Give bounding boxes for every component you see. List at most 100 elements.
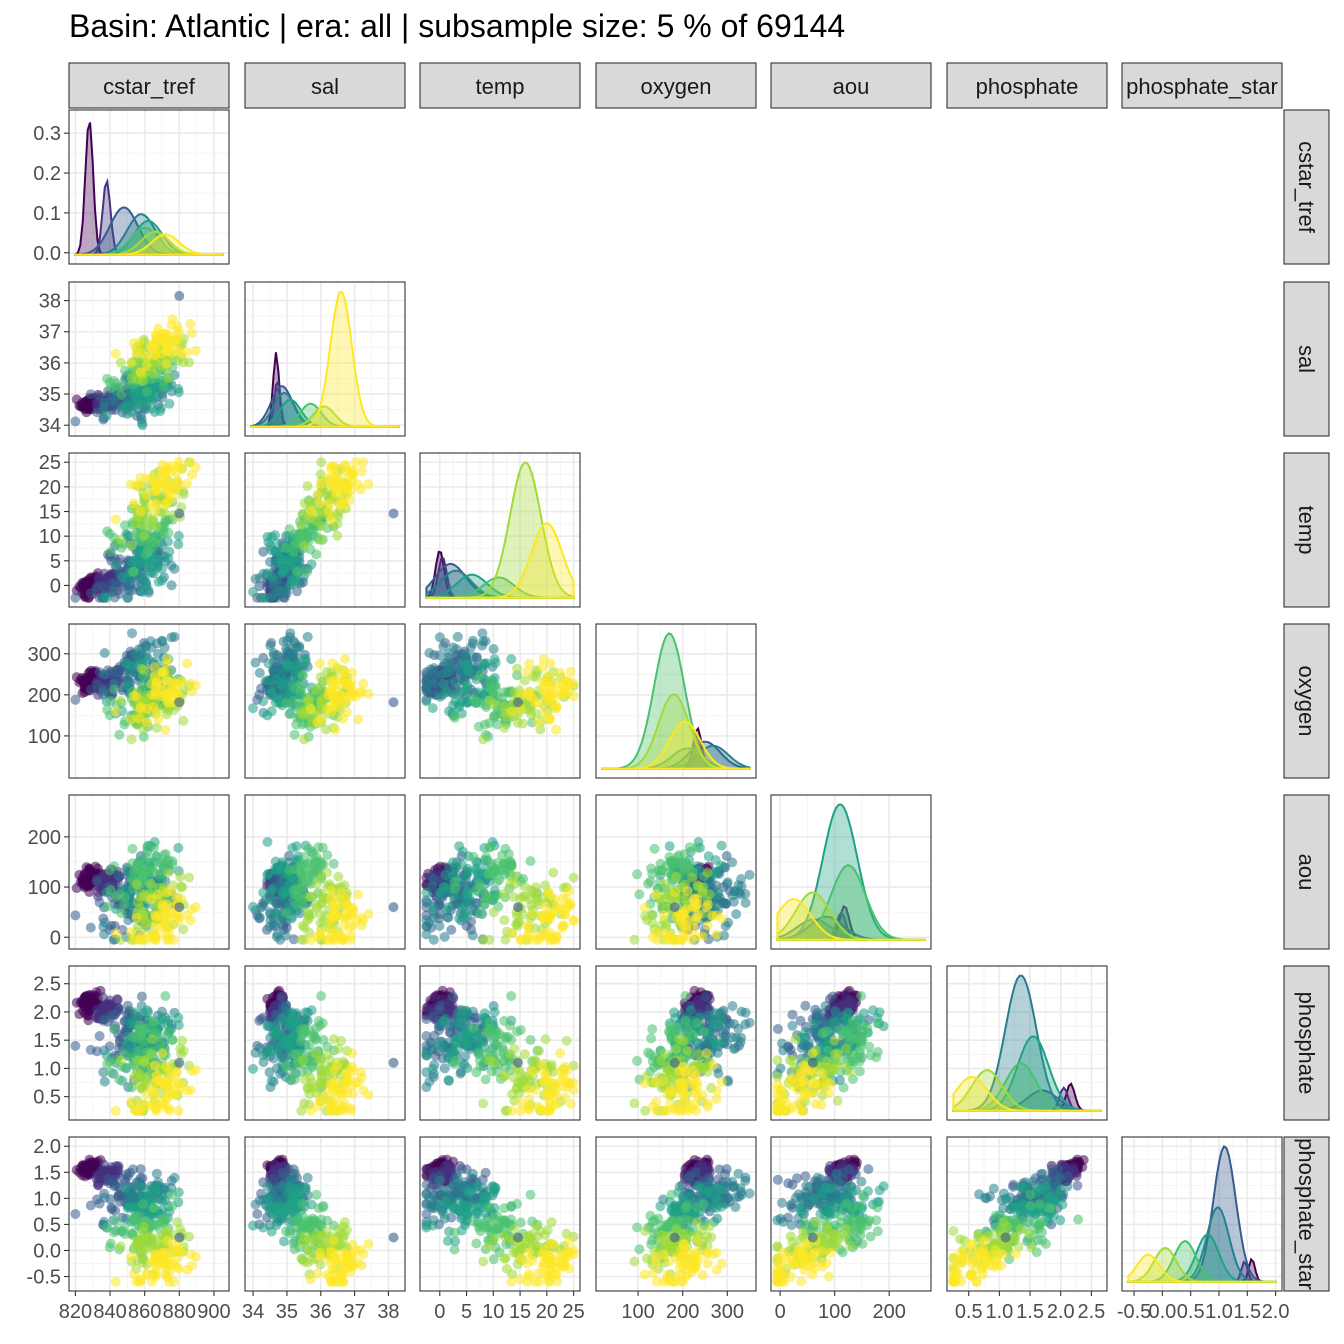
scatter-point <box>248 586 258 597</box>
scatter-point <box>295 688 306 698</box>
strip-right-label-phosphate: phosphate <box>1294 992 1319 1095</box>
scatter-point <box>687 872 698 883</box>
scatter-point <box>551 724 562 735</box>
scatter-point <box>110 706 121 717</box>
scatter-point <box>434 650 445 661</box>
scatter-point <box>460 900 471 911</box>
scatter-point <box>731 909 742 920</box>
scatter-point <box>671 871 682 882</box>
scatter-point <box>119 380 130 391</box>
scatter-point <box>488 644 499 654</box>
scatter-point <box>262 837 273 847</box>
scatter-point <box>506 706 517 717</box>
scatter-point <box>342 707 352 718</box>
scatter-point <box>138 395 149 406</box>
scatter-point <box>651 889 661 900</box>
scatter-point <box>85 684 96 695</box>
scatter-point <box>157 392 168 403</box>
strip-top-oxygen <box>595 62 757 109</box>
scatter-point <box>142 842 153 853</box>
scatter-point <box>284 708 295 719</box>
scatter-point <box>190 345 201 356</box>
scatter-point <box>645 876 656 887</box>
scatter-point <box>522 666 533 677</box>
scatter-point <box>639 902 650 913</box>
scatter-point <box>478 636 489 647</box>
scatter-point <box>297 670 308 681</box>
scatter-point <box>288 934 299 945</box>
scatter-point <box>281 542 291 553</box>
scatter-point <box>711 929 722 940</box>
scatter-point <box>564 886 574 896</box>
scatter-point <box>112 994 123 1005</box>
scatter-point <box>85 922 96 933</box>
scatter-point <box>141 917 152 928</box>
scatter-point <box>110 928 121 939</box>
scatter-point <box>363 479 374 490</box>
scatter-point <box>299 498 310 509</box>
strip-top-label-aou: aou <box>833 74 870 99</box>
scatter-point <box>126 540 137 551</box>
scatter-point <box>79 577 89 588</box>
scatter-point <box>450 676 461 687</box>
scatter-point <box>288 696 299 707</box>
scatter-point <box>292 883 303 894</box>
scatter-point <box>159 920 170 931</box>
scatter-point <box>116 389 127 400</box>
scatter-point <box>333 871 344 882</box>
scatter-point <box>98 1067 109 1078</box>
scatter-point <box>543 912 554 923</box>
scatter-point <box>164 398 175 409</box>
panel-border <box>68 109 230 265</box>
scatter-point <box>277 568 288 579</box>
scatter-point <box>162 653 173 664</box>
scatter-point <box>512 663 522 674</box>
scatter-point <box>110 514 121 525</box>
scatter-point <box>525 856 536 867</box>
scatter-point <box>122 1000 133 1011</box>
panel-border <box>419 452 581 608</box>
scatter-point <box>442 686 453 697</box>
scatter-point <box>681 922 691 933</box>
scatter-point <box>322 703 333 714</box>
scatter-point <box>550 702 561 713</box>
scatter-point <box>337 690 348 701</box>
scatter-point <box>697 931 708 942</box>
scatter-point <box>102 901 113 912</box>
scatter-point <box>182 658 192 669</box>
scatter-point <box>70 1040 81 1051</box>
scatter-point <box>538 653 549 664</box>
scatter-point <box>117 571 128 582</box>
scatter-point <box>500 934 511 945</box>
panel-sal-vs-cstar_tref <box>68 281 230 437</box>
scatter-point <box>664 841 675 852</box>
scatter-point <box>266 886 277 897</box>
scatter-point <box>312 717 323 728</box>
panel-oxygen-vs-temp <box>419 623 581 779</box>
panel-aou-vs-aou <box>770 794 932 950</box>
scatter-point <box>353 889 363 900</box>
scatter-point <box>440 870 451 881</box>
scatter-point <box>272 538 283 549</box>
scatter-point <box>490 657 501 668</box>
scatter-point <box>167 859 178 870</box>
scatter-point <box>481 658 492 669</box>
strip-right-label-aou: aou <box>1294 854 1319 891</box>
scatter-point <box>126 357 136 368</box>
scatter-point <box>178 715 189 726</box>
scatter-point <box>79 399 89 410</box>
panel-temp-vs-sal <box>244 452 406 608</box>
scatter-point <box>341 482 352 493</box>
scatter-point <box>488 907 499 918</box>
scatter-point <box>327 480 338 491</box>
scatter-point <box>162 484 173 495</box>
scatter-point <box>190 680 201 691</box>
scatter-point <box>302 566 313 577</box>
scatter-point <box>128 934 139 945</box>
scatter-point <box>269 650 279 661</box>
scatter-point <box>108 585 119 596</box>
scatter-point <box>149 662 160 673</box>
scatter-point <box>151 334 162 345</box>
scatter-point <box>692 894 703 904</box>
scatter-point <box>424 648 435 658</box>
